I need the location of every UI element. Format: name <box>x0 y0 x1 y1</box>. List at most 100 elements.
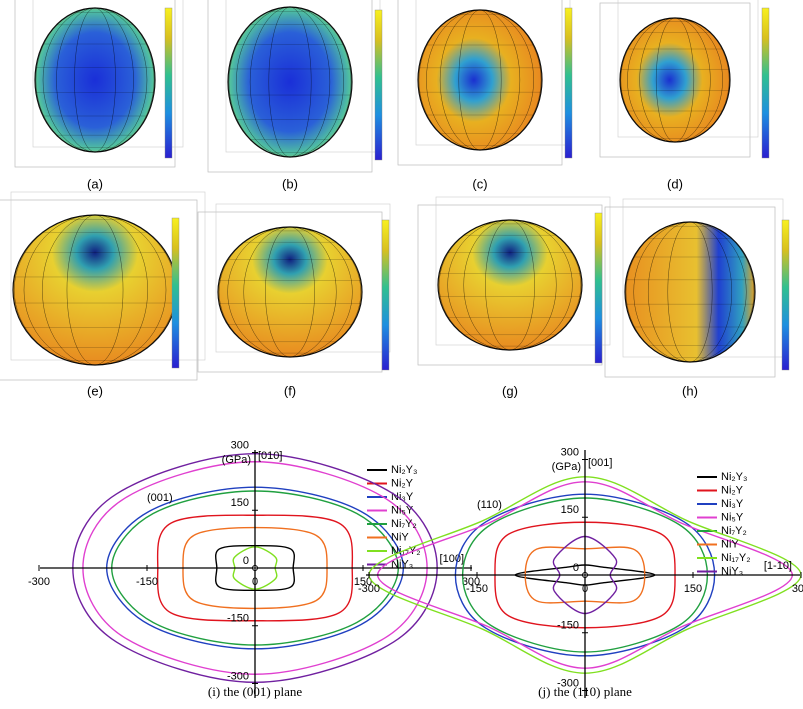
legend-label: NiY <box>721 538 739 550</box>
y-axis-label: [010] <box>258 450 282 462</box>
mesh-line <box>268 6 312 158</box>
caption: (i) the (001) plane <box>208 684 302 699</box>
mesh-line <box>243 226 337 358</box>
panel-label: (d) <box>667 176 683 191</box>
mesh-line <box>625 221 755 363</box>
colorbar <box>594 212 603 364</box>
mesh-line <box>23 214 167 366</box>
mesh-line <box>249 6 331 158</box>
legend-label: Ni₂Y <box>391 477 414 489</box>
mesh-line <box>56 7 134 153</box>
mesh-line <box>458 9 502 151</box>
mesh-line <box>249 6 331 158</box>
panel-label: (a) <box>87 176 103 191</box>
mesh-line <box>620 17 730 143</box>
legend-label: Ni₃Y <box>391 491 414 503</box>
surface <box>217 226 363 358</box>
mesh-line <box>426 9 534 151</box>
surface-panel: (c) <box>397 0 573 191</box>
surface <box>417 9 543 151</box>
mesh-line <box>438 219 582 351</box>
mesh-line <box>74 7 116 153</box>
mesh-line <box>485 219 535 351</box>
mesh-line <box>458 9 502 151</box>
legend-label: Ni₁₇Y₂ <box>721 552 751 564</box>
caption: (j) the (110) plane <box>538 684 632 699</box>
panel-label: (h) <box>682 383 698 398</box>
plot-box <box>599 2 751 158</box>
y-tick-label: 300 <box>561 446 579 458</box>
legend-label: Ni₃Y <box>721 498 744 510</box>
mesh-line <box>74 7 116 153</box>
mesh-line <box>236 6 344 158</box>
y-tick-label: -300 <box>557 677 579 689</box>
mesh-line <box>23 214 167 366</box>
surface-panel: (f) <box>197 203 391 398</box>
mesh-line <box>35 7 155 153</box>
mesh-line <box>418 9 542 151</box>
y-tick-label: 300 <box>231 439 249 451</box>
colorbar <box>171 217 180 369</box>
unit-label: (GPa) <box>222 454 251 466</box>
mesh-line <box>218 226 362 358</box>
x-tick-label: 150 <box>354 576 372 588</box>
surface-panel: (d) <box>599 0 770 191</box>
polar-plot: Ni₂Y₃Ni₂YNi₃YNi₅YNi₇Y₂NiYNi₁₇Y₂NiY₃-300-… <box>28 439 480 699</box>
mesh-line <box>35 7 155 153</box>
surface <box>437 219 583 351</box>
mesh-line <box>667 221 713 363</box>
mesh-line <box>463 219 557 351</box>
x-axis-label: [1-10] <box>764 560 792 572</box>
legend-label: NiY <box>391 531 409 543</box>
surface-panel: (g) <box>417 196 611 398</box>
panel-label: (g) <box>502 383 518 398</box>
legend-label: Ni₇Y₂ <box>391 518 417 530</box>
panel-label: (c) <box>472 176 487 191</box>
mesh-line <box>625 221 755 363</box>
y-axis-label: [001] <box>588 457 612 469</box>
polar-plot: Ni₂Y₃Ni₂YNi₃YNi₅YNi₇Y₂NiYNi₁₇Y₂NiY₃-300-… <box>358 446 803 699</box>
surface-panel: (a) <box>14 0 184 191</box>
mesh-line <box>227 226 353 358</box>
legend-label: Ni₅Y <box>721 511 744 523</box>
colorbar <box>564 7 573 159</box>
surface <box>619 17 731 143</box>
plot-box <box>397 0 563 166</box>
plane-label: (110) <box>477 499 502 511</box>
mesh-line <box>463 219 557 351</box>
y-tick-label: -150 <box>557 620 579 632</box>
colorbar <box>781 219 790 371</box>
mesh-line <box>418 9 542 151</box>
panel-label: (f) <box>284 383 296 398</box>
mesh-line <box>655 17 695 143</box>
mesh-line <box>268 6 312 158</box>
mesh-line <box>655 17 695 143</box>
surface-panel: (h) <box>604 198 790 398</box>
surface <box>624 221 756 363</box>
panel-label: (e) <box>87 383 103 398</box>
surface-panel: (b) <box>207 0 383 191</box>
y-tick-label: -150 <box>227 613 249 625</box>
mesh-line <box>227 226 353 358</box>
mesh-line <box>218 226 362 358</box>
colorbar <box>761 7 770 159</box>
mesh-line <box>627 17 723 143</box>
mesh-line <box>439 9 521 151</box>
x-tick-label: 300 <box>462 576 480 588</box>
mesh-line <box>265 226 315 358</box>
mesh-line <box>447 219 573 351</box>
y-tick-label: 150 <box>561 504 579 516</box>
x-tick-label: -300 <box>358 583 380 595</box>
mesh-line <box>633 221 747 363</box>
mesh-line <box>42 214 148 366</box>
plot-box <box>14 0 176 168</box>
mesh-line <box>42 7 148 153</box>
x-tick-label: -150 <box>136 576 158 588</box>
x-tick-label: 0 <box>582 583 588 595</box>
y-tick-label: 0 <box>243 555 249 567</box>
mesh-line <box>42 214 148 366</box>
mesh-line <box>228 6 352 158</box>
x-tick-label: 0 <box>252 576 258 588</box>
mesh-line <box>639 17 711 143</box>
y-tick-label: 150 <box>231 497 249 509</box>
